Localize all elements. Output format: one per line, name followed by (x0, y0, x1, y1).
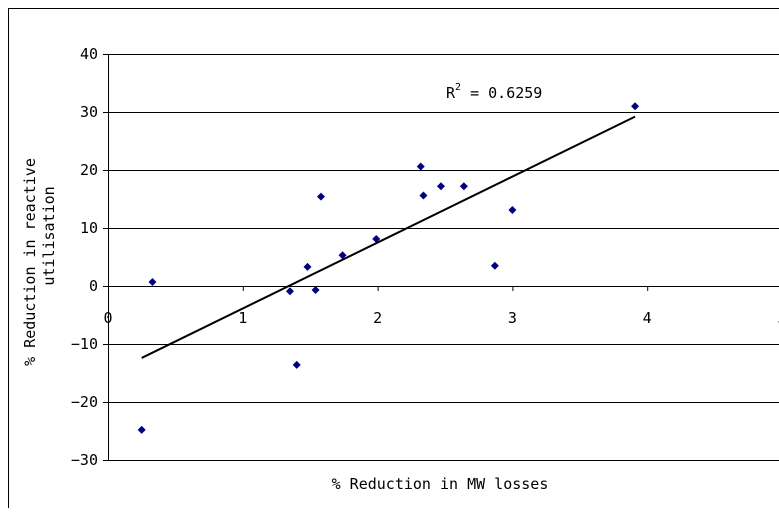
y-tick-label: 10 (80, 219, 98, 237)
y-tick-label: 0 (89, 277, 98, 295)
y-axis-title-line-2: utilisation (40, 186, 58, 285)
y-tick-label: 30 (80, 103, 98, 121)
y-axis-title-line-1: % Reduction in reactive (21, 158, 39, 366)
y-tick-label: −30 (71, 451, 98, 469)
x-tick-label: 4 (643, 309, 652, 327)
x-tick-label: 2 (373, 309, 382, 327)
x-tick-label: 0 (103, 309, 112, 327)
y-tick-label: −10 (71, 335, 98, 353)
x-tick-label: 3 (508, 309, 517, 327)
y-tick-label: −20 (71, 393, 98, 411)
y-tick-label: 20 (80, 161, 98, 179)
y-tick-label: 40 (80, 45, 98, 63)
r2-value: = 0.6259 (461, 84, 542, 102)
x-axis-title: % Reduction in MW losses (332, 475, 549, 493)
plot-area (108, 54, 779, 460)
x-tick-label: 1 (238, 309, 247, 327)
r2-annotation: R2 = 0.6259 (446, 82, 542, 102)
